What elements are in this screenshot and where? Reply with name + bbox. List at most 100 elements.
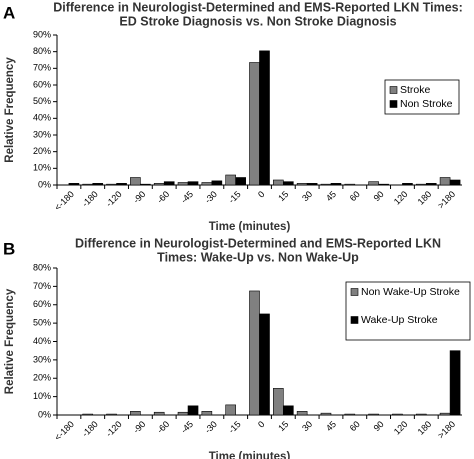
x-tick-label: -90 (131, 189, 147, 205)
y-tick-label: 80% (33, 46, 51, 56)
x-tick-label: -45 (179, 419, 195, 435)
x-tick-label: 30 (300, 419, 314, 433)
bar (283, 405, 294, 416)
x-tick-label: -15 (226, 419, 242, 435)
chart-title: Times: Wake-Up vs. Non Wake-Up (157, 250, 359, 264)
bar (439, 412, 451, 416)
y-tick-label: 60% (33, 299, 51, 309)
x-tick-label: -120 (104, 419, 124, 439)
bar (235, 177, 246, 186)
y-tick-label: 0% (38, 179, 51, 189)
y-tick-label: 70% (33, 63, 51, 73)
x-tick-label: 180 (416, 189, 434, 207)
x-axis-label: Time (minutes) (209, 221, 291, 233)
bar (140, 183, 151, 186)
bar (249, 290, 260, 416)
x-tick-label: 90 (372, 189, 386, 203)
x-tick-label: 15 (276, 419, 290, 433)
bar (449, 179, 461, 186)
x-tick-label: -45 (179, 189, 195, 205)
bar (415, 413, 427, 416)
y-tick-label: 80% (33, 262, 51, 272)
bar (211, 180, 223, 186)
bar (344, 413, 356, 416)
bar (344, 183, 356, 186)
x-tick-label: <-180 (52, 189, 76, 213)
x-tick-label: -60 (155, 419, 171, 435)
x-tick-label: -180 (80, 189, 100, 209)
y-tick-label: 40% (33, 113, 51, 123)
y-tick-label: 50% (33, 96, 51, 106)
bar (273, 388, 284, 416)
x-tick-label: 60 (348, 419, 362, 433)
bar (320, 183, 332, 186)
legend-box (384, 79, 460, 115)
bar (163, 181, 175, 186)
bar (273, 179, 284, 186)
bar (225, 174, 236, 186)
legend-swatch (350, 316, 359, 324)
x-tick-label: -30 (203, 419, 219, 435)
x-tick-label: -15 (226, 189, 242, 205)
legend-swatch (389, 86, 398, 94)
legend-label: Non Wake-Up Stroke (361, 286, 460, 298)
bar (415, 183, 427, 186)
bar (177, 411, 189, 416)
bar (296, 411, 308, 416)
bar (249, 62, 260, 186)
y-tick-label: 70% (33, 281, 51, 291)
bar (378, 183, 389, 186)
bar (439, 177, 451, 186)
bar (283, 181, 294, 186)
legend-box (345, 281, 471, 341)
y-tick-label: 50% (33, 318, 51, 328)
bar (330, 183, 342, 186)
bar (68, 183, 80, 186)
x-tick-label: -30 (203, 189, 219, 205)
chart-title: Difference in Neurologist-Determined and… (75, 236, 441, 250)
x-axis-label: Time (minutes) (209, 451, 291, 459)
bar (92, 183, 104, 186)
bar (116, 183, 127, 186)
y-tick-label: 40% (33, 336, 51, 346)
panel-label: A (3, 3, 15, 22)
bar (130, 177, 141, 186)
y-tick-label: 20% (33, 373, 51, 383)
chart-title: ED Stroke Diagnosis vs. Non Stroke Diagn… (119, 14, 396, 28)
bar (130, 411, 141, 416)
y-tick-label: 0% (38, 409, 51, 419)
bar (153, 183, 165, 186)
bar (259, 313, 270, 416)
bar (187, 181, 199, 186)
y-tick-label: 30% (33, 129, 51, 139)
bar (106, 183, 117, 186)
legend-label: Wake-Up Stroke (361, 314, 438, 326)
bar (201, 182, 213, 186)
bar (368, 413, 379, 416)
bar (82, 183, 94, 186)
bar (177, 182, 189, 186)
bar (201, 411, 213, 416)
x-tick-label: 120 (392, 189, 410, 207)
x-tick-label: 90 (372, 419, 386, 433)
y-tick-label: 20% (33, 146, 51, 156)
y-tick-label: 60% (33, 79, 51, 89)
bar (449, 350, 461, 416)
bar (320, 412, 332, 416)
x-tick-label: >180 (436, 419, 457, 440)
bar (153, 411, 165, 416)
y-tick-label: 30% (33, 354, 51, 364)
x-tick-label: -90 (131, 419, 147, 435)
x-tick-label: 180 (416, 419, 434, 437)
bar (368, 181, 379, 186)
x-tick-label: 0 (256, 419, 267, 430)
x-tick-label: -120 (104, 189, 124, 209)
x-tick-label: 60 (348, 189, 362, 203)
bar (259, 50, 270, 186)
x-tick-label: 120 (392, 419, 410, 437)
bar (306, 183, 318, 186)
x-tick-label: 0 (256, 189, 267, 200)
y-axis-label: Relative Frequency (4, 288, 16, 394)
x-tick-label: -180 (80, 419, 100, 439)
